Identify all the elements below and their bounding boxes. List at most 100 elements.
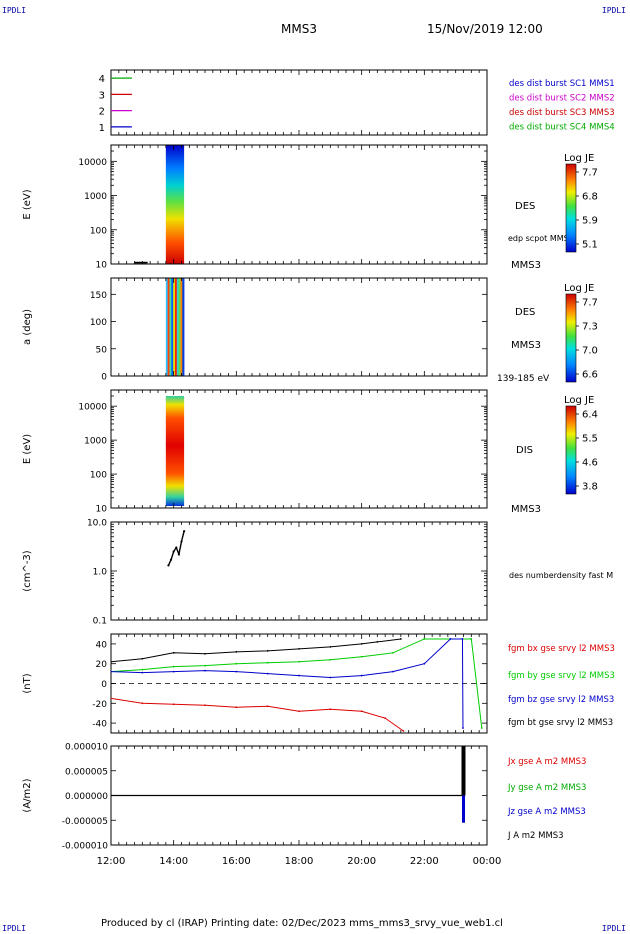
fgm-legend-item: fgm by gse srvy l2 MMS3 — [508, 671, 615, 681]
availability-legend-item: des dist burst SC1 MMS1 — [509, 79, 615, 89]
fgm-point — [172, 670, 175, 673]
fgm-point — [462, 727, 464, 729]
fgm-point — [298, 647, 300, 650]
datetime-title: 15/Nov/2019 12:00 — [427, 22, 543, 36]
density-point — [180, 540, 183, 543]
availability-ytick-label: 3 — [99, 90, 105, 101]
fgm-point — [376, 641, 379, 643]
des-energy-colorbar-label: 7.7 — [582, 168, 598, 179]
fgm-series-group — [111, 638, 483, 732]
fgm-point — [423, 662, 426, 665]
des-pitch-spectrogram-column — [182, 278, 185, 376]
des-pitch-ytick-label: 100 — [90, 318, 107, 328]
fgm-point — [329, 676, 332, 679]
dis-energy-ytick-label: 10 — [96, 505, 108, 515]
des-energy-colorbar-label: 5.1 — [582, 240, 598, 251]
fgm-point — [384, 717, 387, 720]
des-energy-ytick-label: 1000 — [84, 192, 107, 202]
availability-ytick-label: 4 — [99, 74, 105, 85]
des-energy-spacecraft: MMS3 — [511, 260, 541, 271]
des-pitch-axis-label: a (deg) — [22, 309, 33, 345]
fgm-point — [423, 638, 426, 640]
dis-energy-colorbar-label: 6.4 — [582, 410, 598, 421]
current-legend-item: Jx gse A m2 MMS3 — [507, 757, 586, 767]
des-energy-label: DES — [515, 201, 535, 212]
fgm-point — [204, 664, 206, 667]
des-energy-spectrogram — [165, 145, 185, 264]
density-point — [183, 530, 186, 533]
current-ytick-label: -0.000005 — [62, 817, 108, 827]
dis-energy-ytick-label: 100 — [90, 471, 107, 481]
fgm-legend-item: fgm bt gse srvy l2 MMS3 — [508, 718, 613, 728]
des-pitch-colorbar-label: 6.6 — [582, 370, 598, 381]
fgm-legend-item: fgm bz gse srvy l2 MMS3 — [508, 695, 614, 705]
des-pitch-spectrogram-column — [165, 278, 168, 376]
fgm-point — [360, 710, 363, 713]
des-energy-ytick-label: 100 — [90, 226, 107, 236]
des-pitch-colorbar-label: 7.3 — [582, 322, 598, 333]
fgm-point — [235, 670, 238, 673]
des-energy-ytick-label: 10000 — [78, 158, 107, 168]
dis-energy-label: DIS — [516, 445, 533, 456]
time-axis-label: 22:00 — [410, 856, 439, 867]
density-frame — [110, 521, 488, 621]
des-energy-axis-label: E (eV) — [22, 189, 33, 219]
des-pitch-spectrogram-column — [169, 278, 172, 376]
fgm-point — [111, 670, 112, 673]
density-point — [169, 558, 173, 561]
current-ytick-label: 0.000005 — [65, 767, 108, 777]
fgm-point — [329, 658, 332, 661]
fgm-point — [298, 674, 300, 677]
fgm-series-line — [111, 697, 404, 732]
dis-energy-colorbar-title: Log JE — [564, 395, 594, 406]
des-pitch-spectrogram-column — [176, 278, 179, 376]
des-scpot-label: edp scpot MMS3 — [508, 234, 574, 243]
fgm-point — [141, 668, 144, 671]
density-point — [177, 553, 180, 556]
fgm-point — [470, 638, 473, 640]
time-axis-label: 16:00 — [222, 856, 251, 867]
availability-ytick-label: 1 — [99, 123, 105, 134]
des-pitch-spectrogram-column — [180, 278, 183, 376]
dis-energy-colorbar — [565, 405, 577, 495]
fgm-ytick-label: -40 — [92, 720, 107, 730]
fgm-point — [360, 655, 363, 658]
fgm-point — [266, 672, 269, 675]
spacecraft-title: MMS3 — [281, 22, 317, 36]
dis-energy-colorbar-label: 4.6 — [582, 458, 598, 469]
availability-frame — [110, 69, 488, 136]
time-axis-label: 14:00 — [159, 856, 188, 867]
fgm-point — [172, 703, 175, 706]
fgm-point — [141, 657, 144, 660]
fgm-point — [329, 645, 332, 648]
fgm-point — [399, 638, 402, 640]
current-ytick-label: 0.000000 — [65, 792, 108, 802]
current-ytick-label: -0.000010 — [62, 842, 108, 852]
fgm-point — [266, 649, 269, 652]
fgm-point — [298, 710, 300, 713]
density-legend-item: des numberdensity fast M — [509, 571, 613, 580]
current-spike-negative — [462, 795, 465, 823]
dis-energy-colorbar-label: 5.5 — [582, 434, 598, 445]
fgm-ytick-label: 40 — [96, 640, 108, 650]
availability-legend-item: des dist burst SC3 MMS3 — [509, 108, 615, 118]
des-energy-colorbar-label: 5.9 — [582, 216, 598, 227]
fgm-point — [266, 661, 269, 664]
fgm-ytick-label: -20 — [92, 700, 107, 710]
des-pitch-colorbar-label: 7.0 — [582, 346, 598, 357]
des-pitch-ytick-label: 50 — [96, 345, 108, 355]
des-pitch-spectrogram-column — [174, 278, 178, 376]
fgm-point — [141, 702, 144, 705]
availability-legend-item: des dist burst SC2 MMS2 — [509, 94, 615, 104]
dis-energy-spacecraft: MMS3 — [511, 504, 541, 515]
fgm-point — [360, 643, 363, 645]
des-pitch-ytick-label: 150 — [90, 291, 107, 301]
density-ytick-label: 0.1 — [93, 617, 107, 627]
fgm-point — [204, 704, 206, 707]
des-pitch-energy-range: 139-185 eV — [497, 374, 550, 384]
fgm-point — [111, 660, 112, 663]
availability-ytick-label: 2 — [99, 107, 105, 118]
fgm-point — [172, 665, 175, 668]
density-ytick-label: 1.0 — [93, 568, 108, 578]
